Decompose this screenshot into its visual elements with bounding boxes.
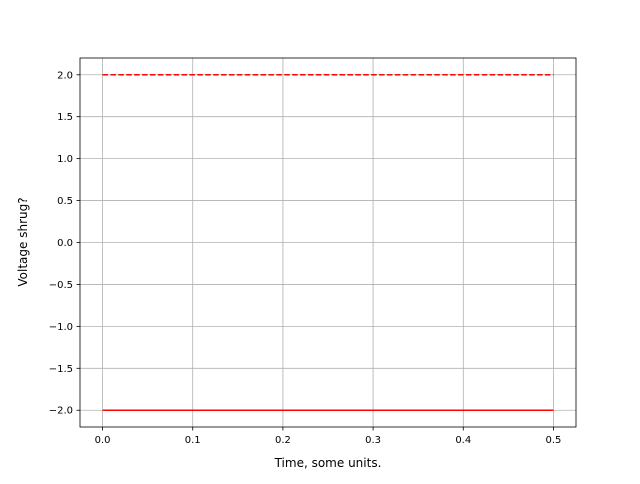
grid	[80, 58, 576, 427]
x-tick-label: 0.3	[365, 435, 381, 446]
x-tick-label: 0.2	[275, 435, 291, 446]
y-axis-label: Voltage shrug?	[16, 197, 30, 286]
y-tick-label: −2.0	[49, 406, 73, 417]
series-layer	[102, 74, 554, 411]
x-tick-label: 0.5	[546, 435, 562, 446]
x-tick-label: 0.1	[185, 435, 201, 446]
y-tick-label: 1.0	[57, 154, 73, 165]
y-tick-label: 1.5	[57, 112, 73, 123]
y-tick-label: 0.5	[57, 196, 73, 207]
y-tick-label: −1.0	[49, 322, 73, 333]
y-tick-label: −1.5	[49, 364, 73, 375]
x-axis-label: Time, some units.	[274, 456, 382, 470]
x-tick-label: 0.0	[95, 435, 111, 446]
ticks: 0.0 0.1 0.2 0.3 0.4 0.5 −2.0 −1.5 −1.0 −0.5 0.0 0.5…	[49, 70, 562, 446]
y-tick-label: 2.0	[57, 70, 73, 81]
y-tick-label: 0.0	[57, 238, 73, 249]
y-tick-label: −0.5	[49, 280, 73, 291]
x-tick-label: 0.4	[455, 435, 471, 446]
